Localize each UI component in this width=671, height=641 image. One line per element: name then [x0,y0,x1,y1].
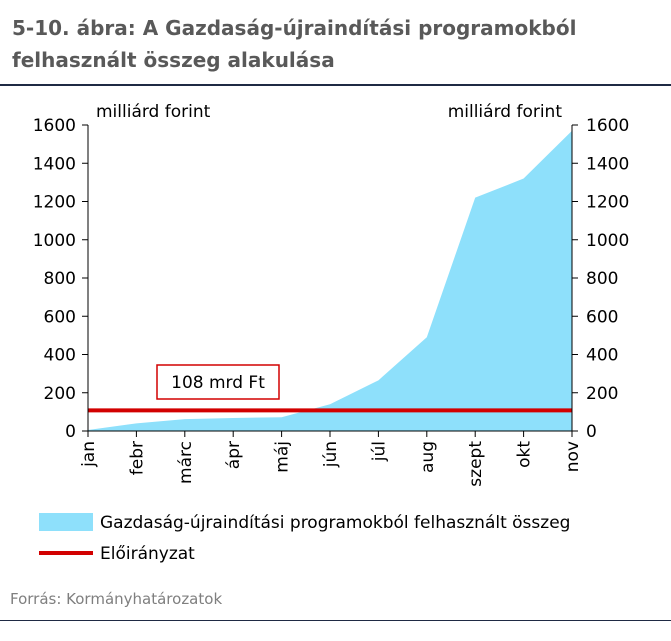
area-series-felhasznalt-osszeg [88,130,572,432]
right-y-tick-label: 1000 [586,231,629,251]
right-y-tick-label: 1200 [586,193,629,213]
annotation-label: 108 mrd Ft [171,373,265,393]
x-tick-label-márc: márc [176,441,196,484]
left-y-tick-label: 1600 [33,116,76,136]
left-y-tick-label: 1200 [33,193,76,213]
left-y-tick-label: 1000 [33,231,76,251]
legend-label-line: Előirányzat [100,544,195,564]
right-y-tick-label: 600 [586,307,618,327]
left-y-tick-label: 0 [65,422,76,442]
left-y-tick-label: 400 [44,346,76,366]
annotation-box [156,364,280,400]
x-tick-label-okt: okt [515,441,535,468]
left-y-tick-label: 600 [44,307,76,327]
title-divider [0,84,671,86]
right-axis-unit-label: milliárd forint [448,102,563,122]
bottom-divider [0,620,671,621]
area-chart: 0 0 200 200 400 400 600 600 800 800 1000 1000 1200 12… [33,102,630,564]
x-tick-label-jan: jan [79,441,99,468]
right-y-tick-label: 800 [586,269,618,289]
x-tick-label-aug: aug [418,441,438,473]
legend-label-area: Gazdaság-újraindítási programokból felha… [100,513,570,533]
source-note: Forrás: Kormányhatározatok [10,590,223,608]
chart-title-line-2: felhasznált összeg alakulása [12,48,335,72]
left-y-tick-label: 1400 [33,154,76,174]
right-y-tick-label: 1400 [586,154,629,174]
x-tick-label-nov: nov [563,441,583,472]
left-axis-unit-label: milliárd forint [96,102,211,122]
chart-title: 5-10. ábra: A Gazdaság-újraindítási prog… [12,12,652,76]
x-tick-label-júl: júl [369,441,389,462]
right-y-tick-label: 200 [586,384,618,404]
chart-title-line-1: 5-10. ábra: A Gazdaság-újraindítási prog… [12,16,577,40]
right-y-tick-label: 400 [586,346,618,366]
right-y-tick-label: 0 [586,422,597,442]
right-y-tick-label: 1600 [586,116,629,136]
left-y-tick-label: 200 [44,384,76,404]
x-tick-label-szept: szept [466,441,486,487]
legend-swatch-area [39,513,93,531]
x-tick-label-ápr: ápr [224,441,244,469]
left-y-tick-label: 800 [44,269,76,289]
x-tick-label-máj: máj [273,441,293,473]
x-tick-label-febr: febr [127,441,147,475]
x-tick-label-jún: jún [321,441,341,468]
